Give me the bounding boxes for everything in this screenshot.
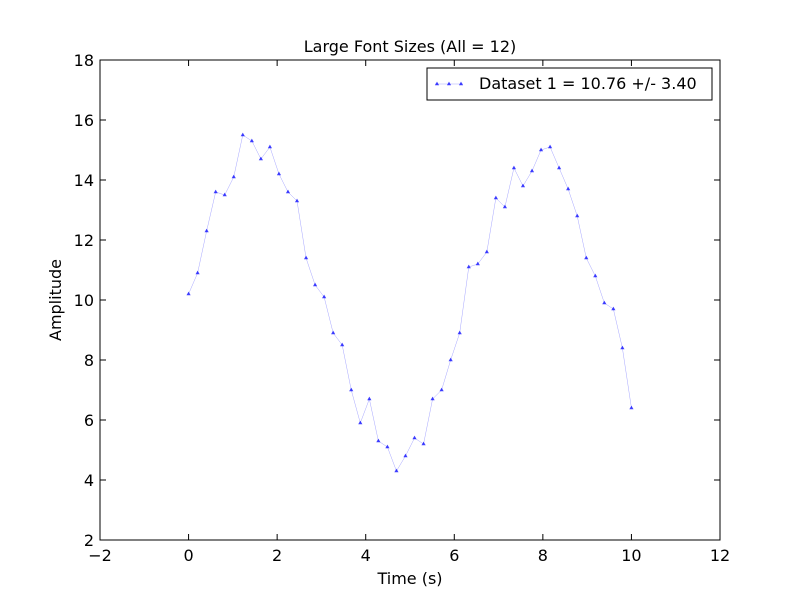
data-point-marker: [430, 396, 435, 401]
data-point-marker: [611, 306, 616, 311]
data-point-marker: [457, 330, 462, 335]
data-point-marker: [511, 165, 517, 170]
data-point-marker: [620, 345, 625, 350]
x-tick-label: 8: [538, 546, 548, 565]
series-layer: [186, 132, 634, 473]
data-point-marker: [213, 189, 218, 194]
x-tick-label: 10: [621, 546, 641, 565]
legend-marker: [434, 81, 440, 86]
x-tick-label: 6: [449, 546, 459, 565]
data-point-marker: [294, 198, 300, 203]
data-point-marker: [258, 156, 263, 161]
data-point-marker: [575, 213, 580, 218]
data-point-marker: [547, 144, 553, 149]
ticks-layer: −2 0 2 4 6 8 10 12 2 4 6 8 10 12 14 16 18: [74, 51, 731, 565]
legend-markers: [434, 81, 464, 86]
y-tick-label: 12: [74, 231, 94, 250]
data-point-marker: [231, 174, 236, 179]
data-point-marker: [367, 396, 372, 401]
data-point-marker: [340, 342, 345, 347]
y-tick-label: 2: [84, 531, 94, 550]
data-point-marker: [204, 228, 209, 233]
data-point-marker: [267, 144, 273, 149]
data-point-marker: [186, 291, 191, 296]
data-point-marker: [313, 282, 318, 287]
data-point-marker: [529, 168, 535, 173]
y-tick-label: 14: [74, 171, 94, 190]
data-point-marker: [403, 453, 408, 458]
data-point-marker: [557, 165, 562, 170]
data-point-marker: [240, 132, 245, 137]
data-point-marker: [439, 387, 444, 392]
data-point-marker: [249, 138, 254, 143]
data-point-marker: [593, 273, 598, 278]
data-point-marker: [602, 300, 607, 305]
data-point-marker: [412, 435, 417, 440]
x-tick-label: 4: [361, 546, 371, 565]
data-point-marker: [303, 255, 309, 260]
x-tick-label: 2: [272, 546, 282, 565]
data-point-marker: [538, 147, 544, 152]
y-tick-label: 18: [74, 51, 94, 70]
y-tick-label: 10: [74, 291, 94, 310]
data-point-marker: [394, 468, 399, 473]
data-point-marker: [331, 330, 336, 335]
data-point-marker: [493, 195, 498, 200]
data-point-marker: [484, 249, 489, 254]
y-tick-label: 6: [84, 411, 94, 430]
data-point-marker: [376, 438, 381, 443]
data-point-marker: [222, 192, 227, 197]
y-tick-label: 4: [84, 471, 94, 490]
x-tick-label: 0: [183, 546, 193, 565]
legend-marker: [446, 81, 452, 86]
data-point-marker: [566, 186, 571, 191]
legend: Dataset 1 = 10.76 +/- 3.40: [426, 67, 713, 101]
data-point-marker: [285, 189, 291, 194]
data-point-marker: [322, 294, 327, 299]
data-point-marker: [195, 270, 200, 275]
data-point-marker: [584, 255, 589, 260]
y-axis-label: Amplitude: [46, 259, 65, 341]
data-point-marker: [520, 183, 526, 188]
y-tick-label: 8: [84, 351, 94, 370]
data-point-marker: [466, 264, 471, 269]
x-tick-label: 12: [710, 546, 730, 565]
data-point-marker: [502, 204, 507, 209]
legend-label-dataset-1: Dataset 1 = 10.76 +/- 3.40: [479, 74, 697, 93]
y-tick-label: 16: [74, 111, 94, 130]
data-point-marker: [358, 420, 363, 425]
x-axis-label: Time (s): [376, 569, 442, 588]
chart-title: Large Font Sizes (All = 12): [304, 37, 517, 56]
legend-marker: [458, 81, 464, 86]
data-point-marker: [385, 444, 390, 449]
legend-box: [426, 67, 713, 101]
series-line: [188, 134, 632, 472]
data-point-marker: [421, 441, 426, 446]
data-point-marker: [349, 387, 354, 392]
data-point-marker: [276, 171, 282, 176]
data-point-marker: [475, 261, 480, 266]
x-tick-label: −2: [88, 546, 112, 565]
data-point-marker: [629, 405, 634, 410]
data-point-marker: [448, 357, 453, 362]
